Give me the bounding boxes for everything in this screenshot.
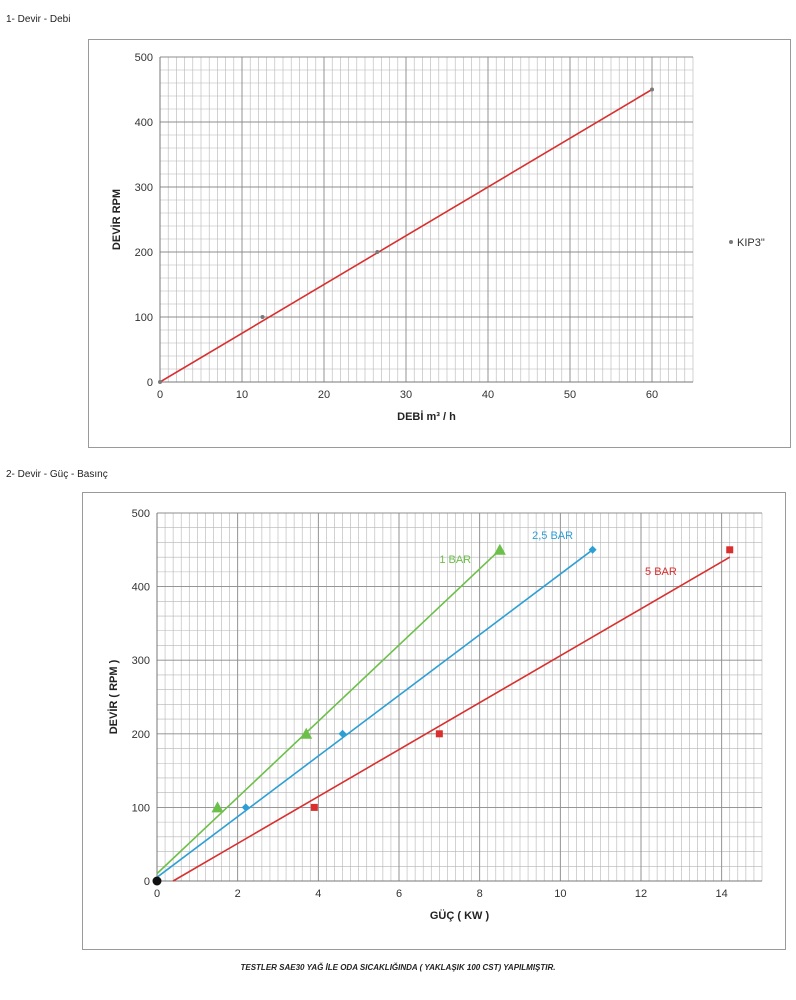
section-title-devir-guc-basinc: 2- Devir - Güç - Basınç bbox=[6, 469, 108, 480]
series-label-diamond: 2,5 BAR bbox=[532, 530, 573, 542]
x-tick-label: 60 bbox=[646, 389, 658, 401]
y-tick-label: 0 bbox=[144, 876, 150, 888]
y-tick-label: 100 bbox=[135, 312, 153, 324]
legend-label: KIP3" bbox=[737, 237, 765, 249]
x-tick-label: 0 bbox=[154, 888, 160, 900]
x-tick-label: 8 bbox=[477, 888, 483, 900]
data-point bbox=[158, 380, 162, 384]
legend-marker bbox=[729, 240, 733, 244]
data-point-square bbox=[435, 730, 443, 738]
data-point-origin bbox=[152, 876, 162, 886]
chart-devir-guc-basinc-svg: 0 2 4 6 8 10 12 14 0 100 200 300 400 500 GÜÇ ( KW ) DEV… bbox=[107, 508, 763, 922]
chart-devir-guc-basinc: 0 2 4 6 8 10 12 14 0 100 200 300 400 500 GÜÇ ( KW ) DEV… bbox=[82, 492, 786, 950]
y-axis-title: DEVİR ( RPM ) bbox=[107, 659, 120, 734]
x-axis-title: GÜÇ ( KW ) bbox=[430, 909, 490, 922]
x-tick-label: 2 bbox=[235, 888, 241, 900]
x-tick-label: 14 bbox=[716, 888, 728, 900]
x-tick-label: 6 bbox=[396, 888, 402, 900]
x-tick-label: 4 bbox=[315, 888, 321, 900]
x-tick-label: 10 bbox=[236, 389, 248, 401]
y-tick-label: 200 bbox=[135, 247, 153, 259]
data-point bbox=[375, 250, 380, 254]
data-point-triangle bbox=[493, 543, 506, 555]
x-tick-label: 10 bbox=[554, 888, 566, 900]
data-point bbox=[650, 87, 654, 92]
x-tick-label: 40 bbox=[482, 389, 494, 401]
y-tick-label: 300 bbox=[135, 182, 153, 194]
trendline-series bbox=[159, 88, 653, 383]
chart-devir-debi: 0 10 20 30 40 50 60 0 100 200 300 400 500 DEBİ m³ / h… bbox=[88, 39, 791, 448]
data-point-triangle bbox=[300, 727, 313, 739]
data-point-triangle bbox=[211, 801, 224, 813]
y-tick-label: 0 bbox=[147, 377, 153, 389]
x-axis-title: DEBİ m³ / h bbox=[397, 410, 456, 423]
data-point-diamond bbox=[241, 803, 250, 812]
y-tick-label: 100 bbox=[132, 802, 150, 814]
y-axis-title: DEVİR RPM bbox=[110, 189, 123, 250]
trendline-square bbox=[172, 556, 731, 882]
x-tick-label: 0 bbox=[157, 389, 163, 401]
series-label-triangle: 1 BAR bbox=[439, 554, 471, 566]
data-point-diamond bbox=[338, 729, 347, 738]
x-tick-label: 12 bbox=[635, 888, 647, 900]
y-tick-label: 500 bbox=[132, 508, 150, 520]
y-tick-label: 400 bbox=[132, 582, 150, 594]
data-point bbox=[260, 315, 265, 319]
y-tick-label: 200 bbox=[132, 729, 150, 741]
data-point-square bbox=[726, 546, 734, 554]
series-label-square: 5 BAR bbox=[645, 566, 677, 578]
footnote: TESTLER SAE30 YAĞ İLE ODA SICAKLIĞINDA (… bbox=[240, 963, 556, 972]
x-tick-label: 30 bbox=[400, 389, 412, 401]
y-tick-label: 300 bbox=[132, 655, 150, 667]
chart-devir-debi-svg: 0 10 20 30 40 50 60 0 100 200 300 400 500 DEBİ m³ / h… bbox=[110, 52, 765, 423]
trendline-triangle bbox=[156, 549, 501, 875]
x-tick-label: 50 bbox=[564, 389, 576, 401]
x-tick-label: 20 bbox=[318, 389, 330, 401]
y-tick-label: 500 bbox=[135, 52, 153, 64]
data-point-diamond bbox=[588, 545, 597, 554]
data-point-square bbox=[310, 803, 318, 811]
trendline-diamond bbox=[156, 549, 594, 878]
section-title-devir-debi: 1- Devir - Debi bbox=[6, 14, 71, 25]
y-tick-label: 400 bbox=[135, 117, 153, 129]
